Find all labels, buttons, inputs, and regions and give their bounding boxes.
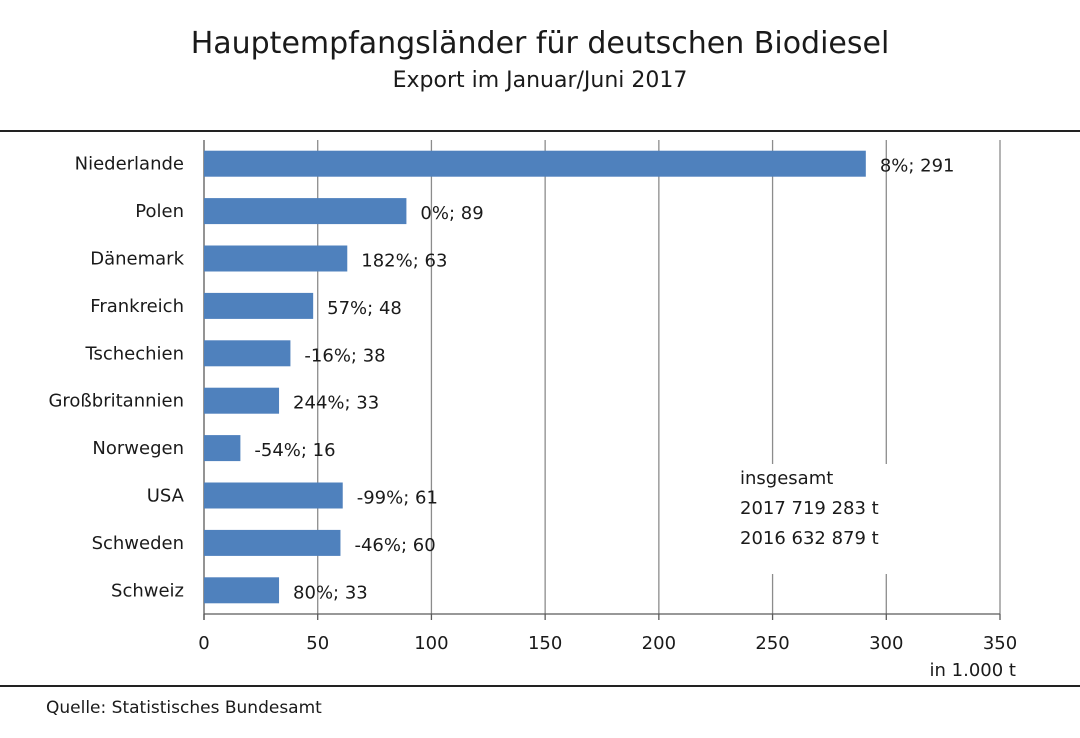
bar	[204, 198, 407, 225]
bar	[204, 435, 241, 462]
x-tick-label: 100	[414, 633, 448, 654]
category-label: Großbritannien	[48, 391, 184, 412]
x-tick-label: 250	[755, 633, 789, 654]
bar	[204, 340, 291, 367]
x-tick-label: 350	[983, 633, 1017, 654]
data-label: -54%; 16	[254, 440, 335, 461]
x-axis-label: in 1.000 t	[930, 660, 1016, 681]
category-label: Dänemark	[90, 249, 184, 270]
category-label: USA	[147, 486, 185, 507]
category-label: Norwegen	[92, 438, 184, 459]
bottom-rule	[0, 685, 1080, 687]
x-tick-label: 150	[528, 633, 562, 654]
data-label: -99%; 61	[357, 488, 438, 509]
data-label: 244%; 33	[293, 393, 379, 414]
data-label: -46%; 60	[354, 535, 435, 556]
category-label: Tschechien	[84, 343, 184, 364]
data-label: 57%; 48	[327, 298, 402, 319]
bar	[204, 150, 866, 177]
annotation-line: 2016 632 879 t	[740, 528, 879, 549]
bar	[204, 245, 348, 272]
source-note: Quelle: Statistisches Bundesamt	[46, 698, 322, 718]
bar	[204, 482, 343, 509]
category-label: Niederlande	[75, 154, 184, 175]
data-label: 80%; 33	[293, 582, 368, 603]
category-label: Polen	[135, 201, 184, 222]
data-label: -16%; 38	[304, 345, 385, 366]
x-tick-label: 0	[198, 633, 209, 654]
annotation-line: 2017 719 283 t	[740, 498, 879, 519]
bar	[204, 387, 280, 414]
data-label: 0%; 89	[420, 203, 483, 224]
category-label: Schweiz	[111, 580, 184, 601]
category-label: Frankreich	[90, 296, 184, 317]
x-tick-label: 200	[642, 633, 676, 654]
x-tick-label: 300	[869, 633, 903, 654]
x-tick-label: 50	[306, 633, 329, 654]
bar	[204, 292, 314, 319]
category-label: Schweden	[92, 533, 184, 554]
data-label: 182%; 63	[361, 251, 447, 272]
annotation-heading: insgesamt	[740, 468, 833, 489]
chart-subtitle: Export im Januar/Juni 2017	[392, 68, 688, 93]
bar	[204, 577, 280, 604]
chart-title: Hauptempfangsländer für deutschen Biodie…	[190, 26, 890, 61]
top-rule	[0, 130, 1080, 132]
data-label: 8%; 291	[880, 156, 955, 177]
bar-chart: 0 50 100 150 200 250 300 350 in 1.000 t Niederlan…	[48, 140, 1017, 681]
bar	[204, 529, 341, 556]
